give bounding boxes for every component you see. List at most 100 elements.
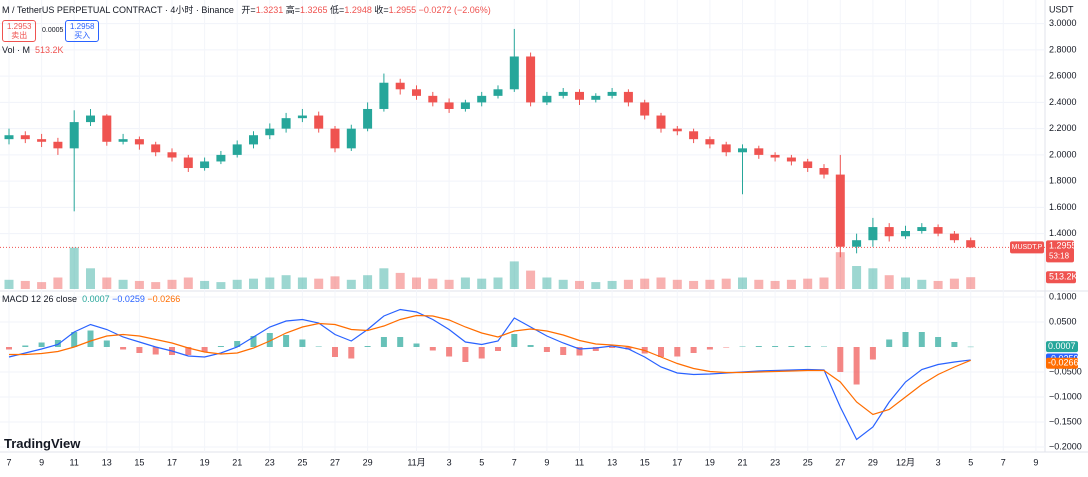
- macd-histogram-bar: [283, 335, 290, 347]
- x-tick-label: 21: [737, 457, 747, 467]
- candle-body: [803, 161, 813, 169]
- volume-bar: [803, 278, 813, 289]
- macd-histogram-bar: [397, 337, 404, 347]
- candle-body: [884, 227, 894, 237]
- candle-body: [754, 148, 764, 155]
- macd-histogram-bar: [54, 340, 61, 347]
- macd-tag-label: 0.0007: [1048, 341, 1076, 351]
- macd-histogram-bar: [821, 346, 827, 347]
- x-tick-label: 9: [544, 457, 549, 467]
- candle-body: [265, 128, 275, 136]
- volume-bar: [314, 278, 324, 289]
- ohlc-value: 1.3265: [300, 5, 328, 15]
- macd-histogram-bar: [592, 347, 599, 351]
- x-tick-label: 11: [575, 457, 584, 467]
- macd-histogram-bar: [658, 347, 664, 357]
- ohlc-label: 开=: [241, 5, 256, 15]
- candle-body: [167, 152, 177, 158]
- volume-bar: [558, 279, 568, 289]
- x-tick-label: 9: [39, 457, 44, 467]
- x-tick-label: 13: [607, 457, 617, 467]
- candle-body: [786, 157, 796, 162]
- volume-bar: [689, 280, 699, 289]
- candle-body: [118, 139, 128, 142]
- x-tick-label: 5: [479, 457, 484, 467]
- x-tick-label: 7: [6, 457, 11, 467]
- candle-body: [379, 82, 389, 109]
- volume-bar: [542, 277, 552, 289]
- x-tick-label: 25: [297, 457, 307, 467]
- buy-button[interactable]: 1.2958 买入: [65, 20, 100, 42]
- macd-histogram-bar: [413, 343, 420, 347]
- sell-button[interactable]: 1.2953 卖出: [2, 20, 37, 42]
- ask-label: 买入: [74, 31, 91, 40]
- macd-histogram-bar: [152, 347, 159, 355]
- macd-histogram-bar: [71, 332, 78, 347]
- x-tick-label: 25: [803, 457, 813, 467]
- candle-body: [297, 115, 307, 119]
- x-tick-label: 7: [512, 457, 517, 467]
- ohlc-label: 收=: [374, 5, 389, 15]
- volume-bar: [249, 278, 258, 289]
- candle-body: [281, 118, 291, 129]
- y-tick-label: 0.0500: [1049, 316, 1077, 326]
- macd-histogram-bar: [804, 346, 811, 347]
- y-tick-label: 0.1000: [1049, 291, 1077, 301]
- ohlc-label: 低=: [330, 5, 345, 15]
- volume-bar: [167, 279, 177, 289]
- x-tick-label: 17: [167, 457, 177, 467]
- volume-tag: [1046, 271, 1076, 284]
- volume-bar: [151, 282, 161, 289]
- macd-histogram-bar: [869, 347, 876, 360]
- ohlc-label: 高=: [285, 5, 300, 15]
- y-tick-label: −0.1000: [1049, 391, 1082, 401]
- macd-histogram-bar: [511, 334, 518, 347]
- volume-bar: [591, 282, 601, 289]
- macd-legend-hist: 0.0007: [82, 294, 110, 304]
- macd-histogram-bar: [6, 347, 12, 350]
- macd-histogram-bar: [217, 346, 224, 347]
- y-tick-label: −0.1500: [1049, 416, 1082, 426]
- volume-bar: [86, 268, 95, 289]
- candle-body: [542, 95, 552, 103]
- candle-body: [738, 148, 747, 153]
- y-tick-label: 2.2000: [1049, 123, 1077, 133]
- volume-tag-label: 513.2K: [1049, 272, 1078, 282]
- macd-histogram-bar: [429, 347, 436, 351]
- candle-body: [509, 56, 519, 90]
- volume-bar: [69, 247, 79, 289]
- y-tick-label: −0.2000: [1049, 441, 1082, 451]
- symbol-tag-label: MUSDT.P: [1012, 244, 1043, 251]
- volume-bar: [460, 277, 470, 289]
- candle-body: [412, 89, 421, 96]
- volume-bar: [868, 268, 878, 289]
- macd-title: MACD 12 26 close: [2, 294, 78, 304]
- macd-histogram-bar: [576, 347, 583, 356]
- candle-body: [20, 135, 30, 140]
- price-tag-countdown: 53:18: [1049, 251, 1070, 260]
- macd-histogram-bar: [103, 340, 110, 347]
- macd-tag-label: -0.0266: [1048, 358, 1079, 368]
- candle-body: [656, 115, 666, 129]
- volume-bar: [379, 268, 389, 289]
- x-tick-label: 23: [770, 457, 780, 467]
- volume-bar: [477, 278, 487, 289]
- macd-histogram-bar: [543, 347, 550, 352]
- y-tick-label: −0.0500: [1049, 366, 1082, 376]
- candle-body: [868, 227, 878, 241]
- x-tick-label: 13: [102, 457, 112, 467]
- price-tag: [1046, 240, 1074, 263]
- volume-bar: [607, 280, 617, 289]
- macd-legend: MACD 12 26 close 0.0007 −0.0259 −0.0266: [2, 294, 180, 304]
- volume-bar: [412, 277, 421, 289]
- macd-histogram-bar: [266, 333, 273, 347]
- volume-title: Vol · M: [2, 45, 31, 55]
- volume-legend: Vol · M 513.2K: [2, 45, 64, 55]
- volume-bar: [623, 279, 633, 289]
- x-tick-label: 12月: [896, 457, 915, 467]
- macd-histogram-bar: [315, 346, 322, 347]
- candle-body: [917, 227, 927, 232]
- volume-bar: [917, 279, 927, 289]
- macd-tag: [1046, 341, 1078, 353]
